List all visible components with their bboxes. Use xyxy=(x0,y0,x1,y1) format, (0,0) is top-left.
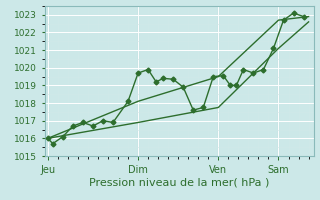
X-axis label: Pression niveau de la mer( hPa ): Pression niveau de la mer( hPa ) xyxy=(89,178,269,188)
